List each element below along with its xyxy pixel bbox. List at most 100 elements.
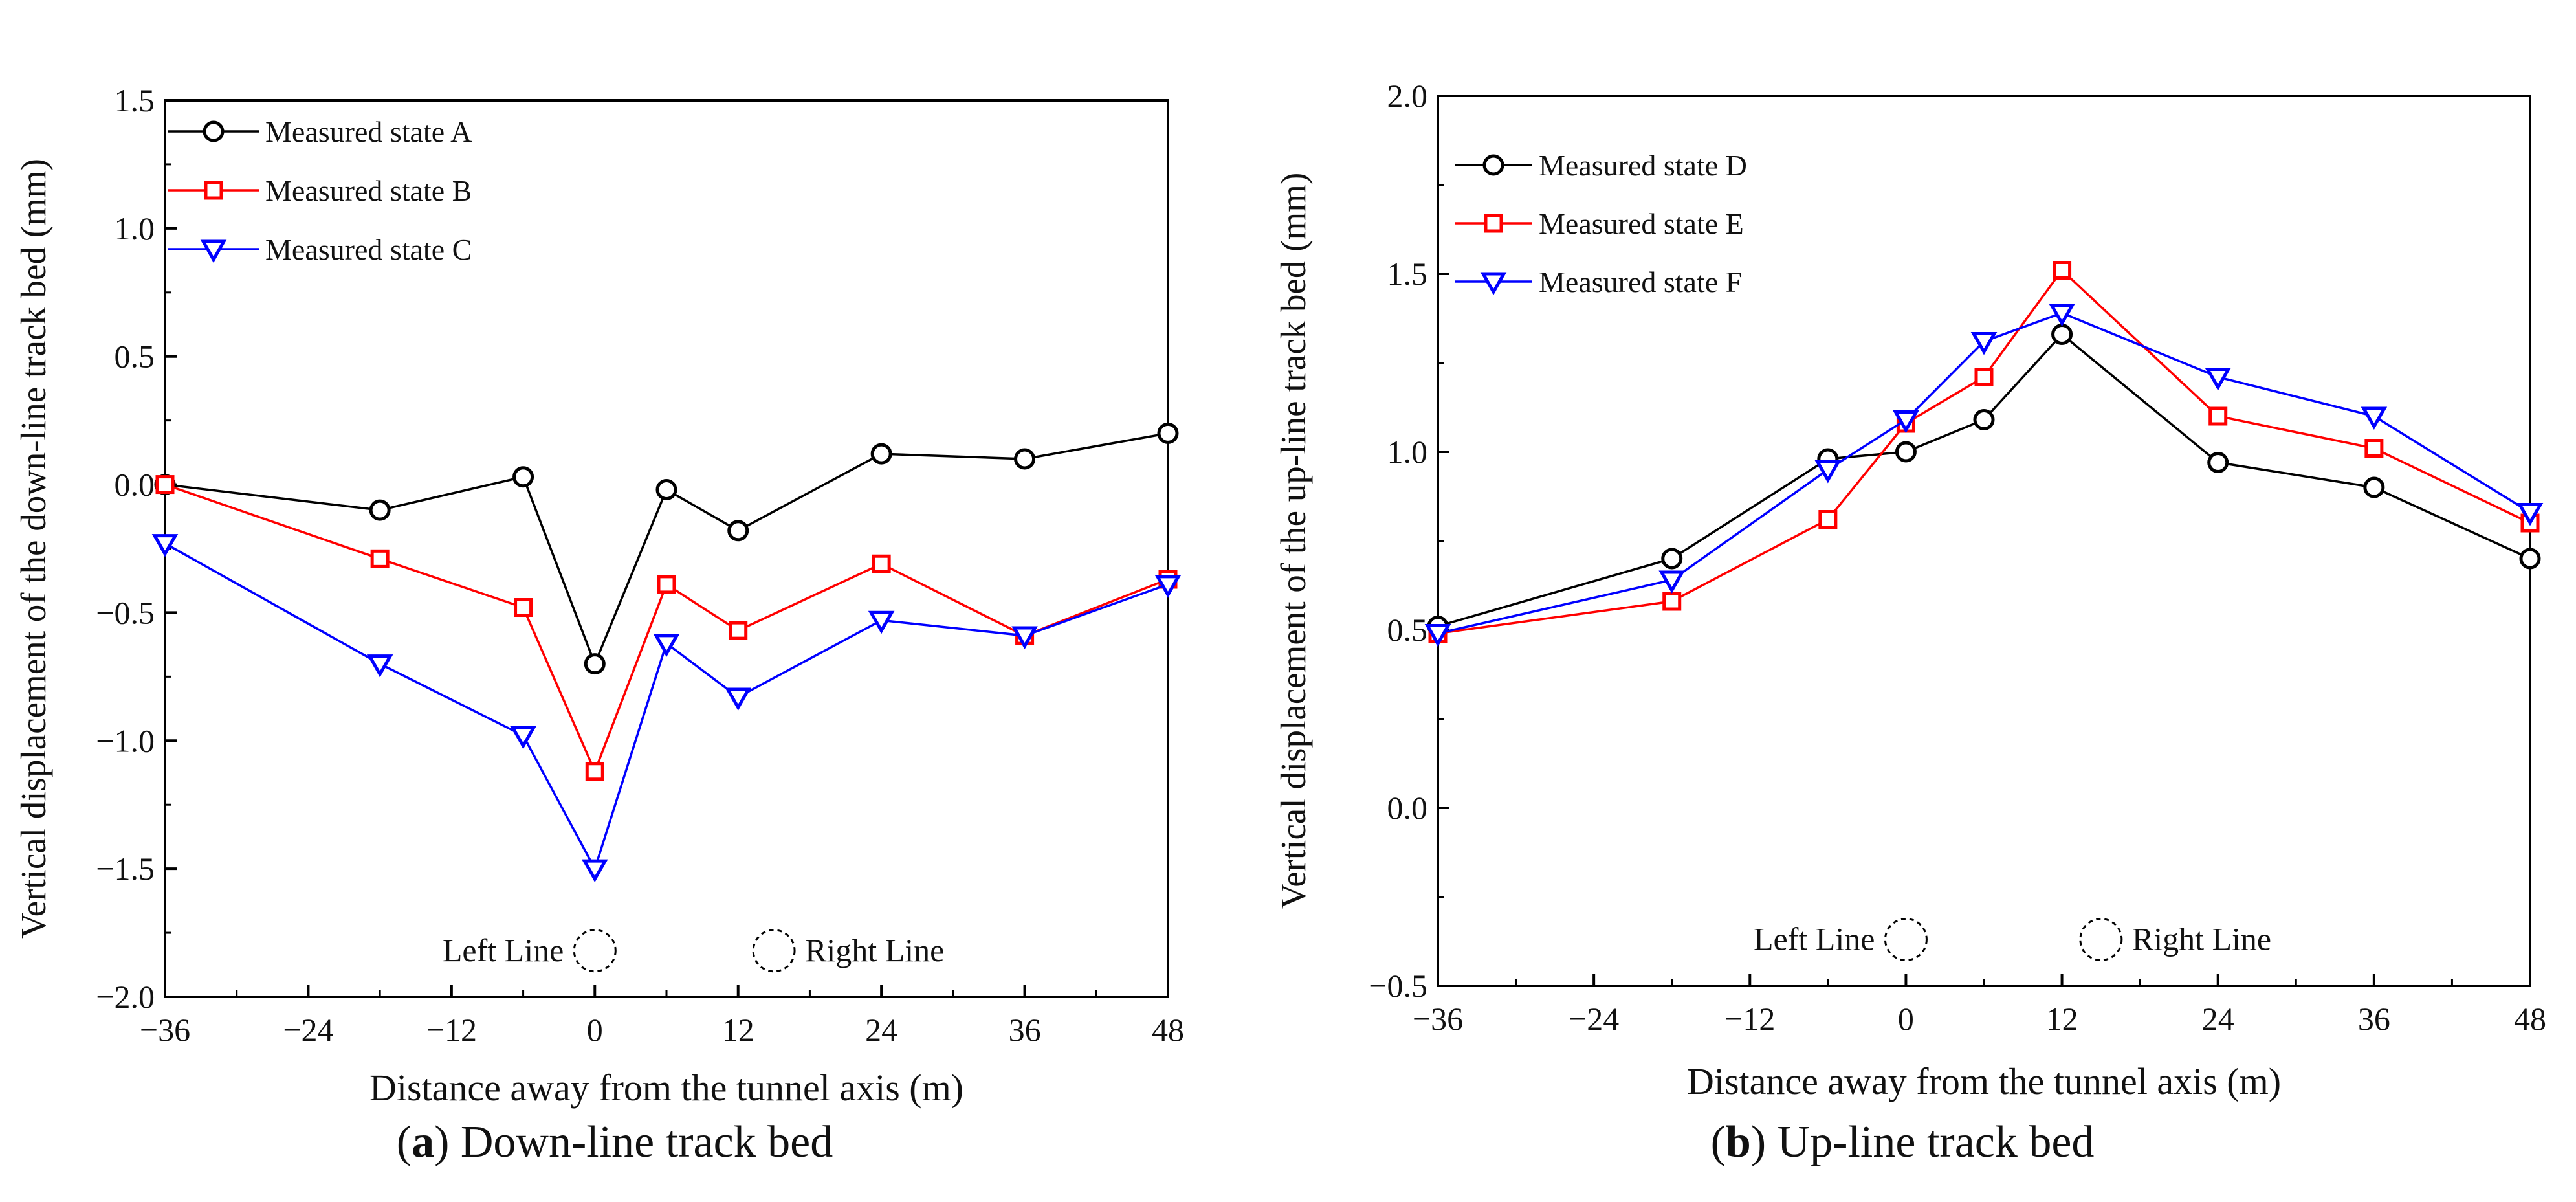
- data-point-a-0: [584, 653, 606, 675]
- data-point-a-0: [1157, 422, 1179, 444]
- legend-marker-b-0: [1482, 154, 1504, 176]
- x-tick-label-b: 12: [2046, 1001, 2078, 1037]
- x-tick-label-b: 48: [2514, 1001, 2546, 1037]
- y-tick-label-a: −1.0: [96, 722, 155, 759]
- x-tick-label-b: 0: [1898, 1001, 1914, 1037]
- data-point-a-2: [151, 534, 179, 557]
- y-axis-label-b: Vertical displacement of the up-line tra…: [1273, 173, 1313, 909]
- legend-label-b-0: Measured state D: [1539, 149, 1747, 182]
- tunnel-label-b-1: Right Line: [2132, 921, 2271, 957]
- data-point-a-2: [725, 687, 752, 711]
- data-point-a-1: [585, 762, 604, 781]
- data-point-b-1: [1662, 592, 1682, 611]
- y-tick-label-b: 0.5: [1387, 612, 1428, 648]
- data-point-a-1: [872, 554, 891, 573]
- legend-label-a-0: Measured state A: [265, 115, 472, 148]
- x-axis-label-a: Distance away from the tunnel axis (m): [369, 1067, 963, 1109]
- data-point-b-2: [1814, 460, 1842, 484]
- legend-label-a-2: Measured state C: [265, 233, 472, 266]
- x-tick-label-a: 36: [1009, 1012, 1041, 1048]
- tunnel-label-b-0: Left Line: [1754, 921, 1875, 957]
- y-tick-label-b: 0.0: [1387, 790, 1428, 826]
- data-point-a-1: [370, 549, 390, 568]
- tunnel-circle-a-0: [573, 929, 617, 973]
- x-tick-label-b: −12: [1724, 1001, 1775, 1037]
- data-point-b-0: [1973, 409, 1995, 430]
- chart-b: −36 −24 −12 0 12 24 36 48 −0.5 0.0 0.5 1.0 1.5 2.0 Dis…: [1273, 78, 2546, 1102]
- data-point-a-1: [729, 621, 748, 640]
- data-point-a-2: [1011, 626, 1038, 650]
- data-point-b-2: [1970, 332, 1998, 355]
- y-tick-label-a: −1.5: [96, 851, 155, 887]
- data-point-b-2: [2049, 304, 2075, 327]
- legend-label-b-2: Measured state F: [1539, 265, 1742, 298]
- legend-marker-a-2: [200, 239, 227, 263]
- x-tick-label-b: −24: [1569, 1001, 1619, 1037]
- data-point-b-1: [2208, 406, 2228, 426]
- legend-label-a-1: Measured state B: [265, 174, 472, 207]
- chart-a: −36 −24 −12 0 12 24 36 48 −2.0 −1.5 −1.0 −0.5 0.0 0.5…: [14, 82, 1184, 1109]
- legend-marker-a-0: [203, 120, 225, 142]
- data-point-a-0: [727, 520, 749, 542]
- data-point-a-0: [369, 499, 391, 521]
- caption-a: (a) Down-line track bed: [396, 1117, 833, 1167]
- data-point-a-2: [581, 859, 608, 883]
- data-point-b-0: [2051, 324, 2073, 345]
- data-point-a-1: [514, 598, 533, 618]
- data-point-b-0: [2363, 476, 2385, 498]
- data-point-a-2: [510, 726, 536, 750]
- data-point-b-0: [1895, 441, 1917, 463]
- x-tick-label-a: 0: [587, 1012, 603, 1048]
- data-point-b-1: [2053, 261, 2072, 280]
- tunnel-circle-a-1: [752, 929, 796, 973]
- data-point-a-2: [653, 634, 680, 657]
- x-tick-label-a: 48: [1152, 1012, 1184, 1048]
- data-point-b-2: [2361, 406, 2388, 430]
- x-tick-label-b: 36: [2358, 1001, 2390, 1037]
- data-point-a-0: [512, 466, 534, 488]
- tunnel-label-a-1: Right Line: [805, 932, 944, 968]
- x-tick-label-b: 24: [2202, 1001, 2234, 1037]
- data-point-a-2: [868, 610, 895, 634]
- y-tick-label-a: 0.0: [115, 467, 155, 503]
- data-point-b-1: [1818, 510, 1838, 529]
- y-axis-label-a: Vertical displacement of the down-line t…: [14, 159, 53, 939]
- data-point-b-1: [2364, 439, 2384, 458]
- y-tick-label-b: 1.0: [1387, 434, 1428, 470]
- data-point-a-1: [657, 575, 676, 594]
- x-tick-label-a: −36: [140, 1012, 190, 1048]
- x-tick-label-a: 12: [722, 1012, 754, 1048]
- x-tick-label-b: −36: [1413, 1001, 1463, 1037]
- y-tick-label-a: 1.0: [115, 210, 155, 247]
- data-point-a-2: [1154, 575, 1182, 598]
- tunnel-circle-b-1: [2079, 918, 2123, 961]
- y-tick-label-a: −0.5: [96, 594, 155, 630]
- x-axis-label-b: Distance away from the tunnel axis (m): [1687, 1060, 2281, 1102]
- data-point-a-0: [655, 478, 677, 500]
- y-tick-label-b: −0.5: [1369, 968, 1427, 1004]
- data-point-b-2: [1893, 410, 1919, 434]
- legend-label-b-1: Measured state E: [1539, 207, 1744, 240]
- y-tick-label-a: 1.5: [115, 82, 155, 118]
- data-point-b-2: [1424, 624, 1451, 647]
- data-point-a-2: [366, 654, 393, 678]
- y-tick-label-a: 0.5: [115, 339, 155, 375]
- x-tick-label-a: −12: [426, 1012, 477, 1048]
- data-point-b-0: [1661, 548, 1683, 570]
- tunnel-circle-b-0: [1884, 918, 1928, 961]
- data-point-b-0: [2207, 452, 2229, 473]
- y-tick-label-b: 1.5: [1387, 256, 1428, 292]
- y-tick-label-a: −2.0: [96, 979, 155, 1015]
- data-point-b-2: [2516, 503, 2544, 526]
- legend-marker-b-2: [1480, 272, 1507, 296]
- data-point-a-0: [1014, 448, 1036, 470]
- x-tick-label-a: 24: [865, 1012, 897, 1048]
- data-point-b-1: [1974, 368, 1994, 386]
- data-point-a-0: [870, 443, 892, 465]
- data-point-b-2: [2205, 368, 2232, 391]
- series-line-b-2: [1437, 311, 2531, 635]
- data-point-a-1: [155, 475, 175, 495]
- caption-b: (b) Up-line track bed: [1710, 1117, 2095, 1167]
- x-tick-label-a: −24: [283, 1012, 333, 1048]
